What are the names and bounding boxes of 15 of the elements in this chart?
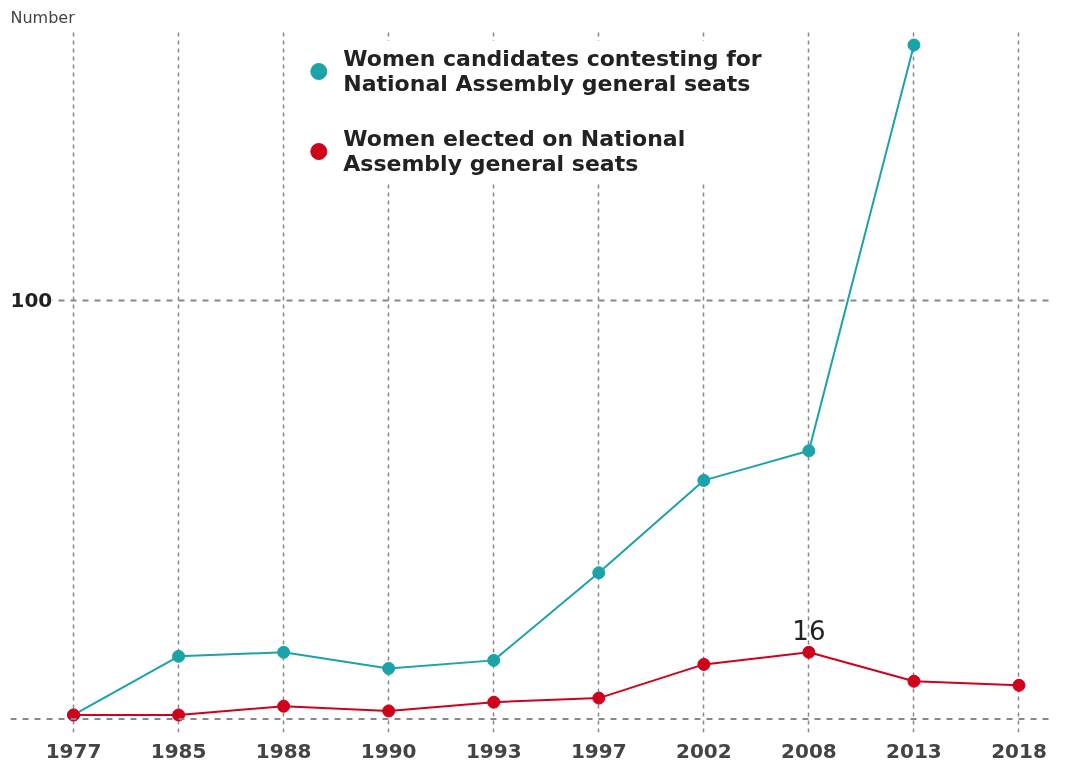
annotation: 16: [792, 616, 826, 647]
x-tick-label: 1997: [570, 738, 627, 763]
annotation: 100: [10, 288, 53, 313]
legend-label: Women elected on National Assembly general seats: [343, 125, 686, 178]
x-tick-label: 2013: [886, 738, 942, 763]
x-tick-label: 1977: [45, 738, 102, 763]
x-tick-label: 2002: [676, 738, 732, 763]
x-tick-label: 2008: [781, 738, 837, 763]
legend-label: Women candidates contesting for National Assembly general seats: [343, 45, 762, 98]
x-tick-label: 1990: [360, 738, 417, 763]
x-tick-label: 2018: [991, 738, 1047, 763]
x-tick-label: 1988: [255, 738, 312, 763]
x-tick-label: 1985: [150, 738, 207, 763]
x-tick-label: 1993: [465, 738, 522, 763]
y-axis-title: Number: [10, 7, 76, 27]
